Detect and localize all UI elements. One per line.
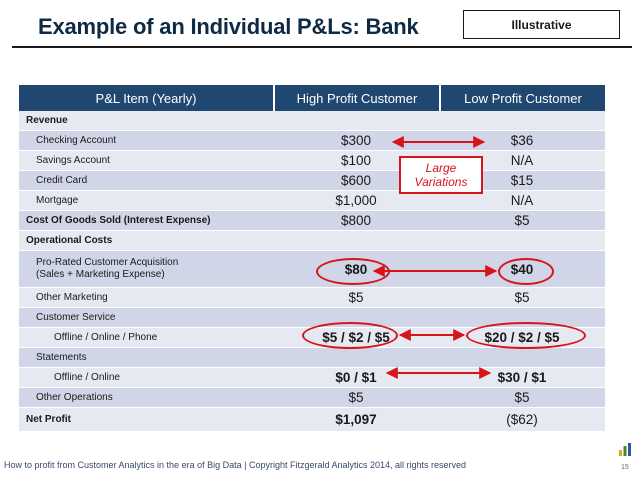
row-high-value: $300: [340, 133, 372, 148]
row-low-value: N/A: [510, 193, 534, 208]
row-high-value: $800: [340, 213, 372, 228]
row-label: Customer Service: [36, 311, 116, 323]
row-low-value: $5: [514, 290, 530, 305]
row-label: Offline / Online / Phone: [54, 331, 158, 343]
illustrative-tag: Illustrative: [463, 10, 620, 39]
row-low-value: ($62): [506, 412, 538, 427]
row-label: Revenue: [26, 114, 68, 126]
row-high-value: $5: [348, 390, 364, 405]
table-row: Cost Of Goods Sold (Interest Expense) $80…: [19, 211, 605, 231]
header-low: Low Profit Customer: [439, 85, 605, 111]
row-high-value: $5: [348, 290, 364, 305]
row-label: Credit Card: [36, 174, 88, 186]
row-label: Savings Account: [36, 154, 110, 166]
bar-chart-logo-icon: [619, 443, 631, 456]
highlight-ring-service-high: [302, 322, 398, 349]
row-label: Operational Costs: [26, 234, 113, 246]
row-high-value: $600: [340, 173, 372, 188]
footer-text: How to profit from Customer Analytics in…: [4, 460, 467, 470]
table-row: Operational Costs: [19, 231, 605, 251]
header-high: High Profit Customer: [273, 85, 439, 111]
row-label: Other Marketing: [36, 291, 108, 303]
row-label: Other Operations: [36, 391, 113, 403]
row-low-value: $30 / $1: [497, 370, 547, 385]
row-label: Mortgage: [36, 194, 79, 206]
table-row: Revenue: [19, 111, 605, 131]
callout-text: Large Variations: [414, 161, 468, 189]
table-header: P&L Item (Yearly) High Profit Customer L…: [19, 85, 605, 111]
highlight-ring-acq-low: [498, 258, 554, 285]
table-row: Mortgage $1,000 N/A: [19, 191, 605, 211]
row-low-value: $15: [510, 173, 534, 188]
row-high-value: $1,000: [335, 193, 377, 208]
row-label: Checking Account: [36, 134, 117, 146]
page-number: 15: [621, 464, 629, 471]
row-label: Statements: [36, 351, 87, 363]
row-high-value: $0 / $1: [335, 370, 377, 385]
row-low-value: $5: [514, 390, 530, 405]
title-divider: [12, 46, 632, 48]
table-row: Net Profit $1,097 ($62): [19, 408, 605, 432]
row-label: Net Profit: [26, 413, 71, 425]
highlight-ring-service-low: [466, 322, 586, 349]
row-high-value: $100: [340, 153, 372, 168]
highlight-ring-acq-high: [316, 258, 390, 285]
row-label: Cost Of Goods Sold (Interest Expense): [26, 214, 211, 226]
row-low-value: $36: [510, 133, 534, 148]
row-label: Pro-Rated Customer Acquisition (Sales + …: [36, 257, 179, 280]
header-item: P&L Item (Yearly): [95, 90, 197, 106]
row-label: Offline / Online: [54, 371, 120, 383]
slide-title: Example of an Individual P&Ls: Bank: [38, 14, 419, 39]
row-low-value: $5: [514, 213, 530, 228]
large-variations-callout: Large Variations: [399, 156, 483, 194]
row-high-value: $1,097: [335, 412, 377, 427]
table-row: Other Operations $5 $5: [19, 388, 605, 408]
row-low-value: N/A: [510, 153, 534, 168]
table-row: Statements: [19, 348, 605, 368]
table-row: Other Marketing $5 $5: [19, 288, 605, 308]
